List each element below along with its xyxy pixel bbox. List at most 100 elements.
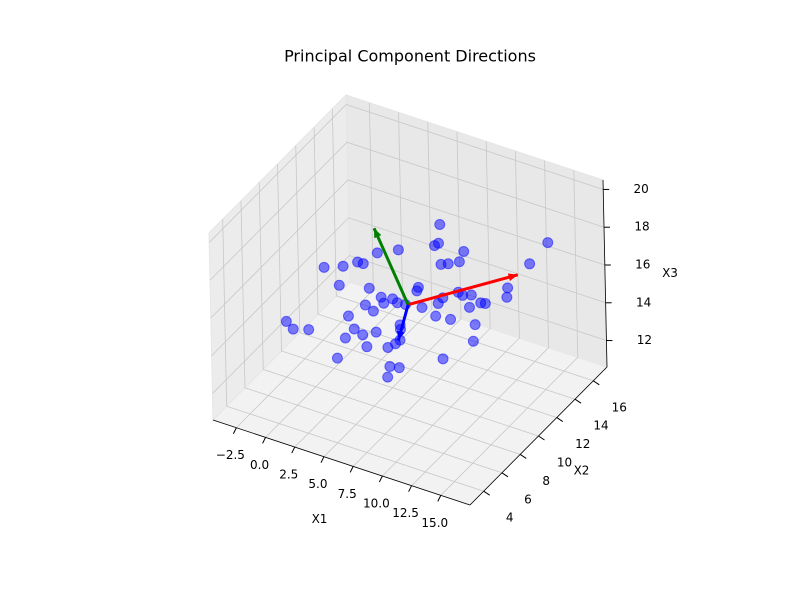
point — [542, 237, 554, 249]
point — [363, 282, 375, 294]
x-tick-label: 2.5 — [279, 468, 298, 482]
y-tick — [574, 398, 582, 404]
y-tick — [556, 417, 564, 423]
z-tick-label: 12 — [637, 333, 652, 347]
point — [337, 260, 349, 272]
x-tick-label: 15.0 — [421, 516, 448, 530]
point — [382, 341, 394, 353]
grid-line — [210, 179, 605, 319]
x-tick — [408, 485, 413, 492]
x-tick — [291, 446, 296, 454]
z-axis-label: X3 — [662, 266, 678, 280]
y-tick-label: 6 — [524, 492, 532, 506]
y-tick-label: 8 — [542, 474, 550, 488]
axis-line — [602, 179, 608, 368]
y-tick — [593, 380, 600, 386]
point — [442, 258, 454, 270]
point — [287, 323, 299, 335]
point — [370, 326, 382, 338]
point — [475, 297, 487, 309]
point — [412, 281, 424, 293]
grid-line — [294, 122, 433, 448]
z-tick-label: 14 — [636, 295, 651, 309]
point — [339, 332, 351, 344]
y-tick — [501, 472, 509, 478]
point — [318, 261, 330, 273]
grid-line — [382, 151, 520, 477]
x-tick — [232, 427, 237, 434]
grid-line — [313, 127, 576, 400]
point — [393, 362, 405, 374]
grid-line — [209, 141, 605, 281]
x-tick — [378, 475, 383, 483]
grid-line — [440, 170, 579, 496]
grid-line — [323, 131, 462, 457]
point — [367, 305, 379, 317]
point — [392, 244, 404, 256]
point — [430, 310, 442, 322]
y-tick-label: 10 — [557, 456, 572, 470]
grid-line — [277, 163, 539, 437]
point — [437, 353, 449, 365]
point — [375, 291, 387, 303]
axis-line — [469, 366, 608, 506]
y-tick — [519, 453, 527, 459]
point — [280, 315, 292, 327]
x-tick — [262, 437, 267, 444]
point — [453, 256, 465, 268]
grid-line — [211, 217, 606, 357]
y-axis-label: X2 — [574, 464, 590, 478]
point — [391, 297, 403, 309]
pc-vector — [372, 227, 410, 306]
point — [357, 329, 369, 341]
z-tick-label: 18 — [634, 220, 649, 234]
point — [331, 352, 343, 364]
point — [458, 245, 470, 257]
y-tick — [538, 435, 545, 441]
x-axis-label: X1 — [312, 512, 328, 526]
x-tick — [320, 456, 325, 463]
point — [501, 291, 513, 303]
point — [371, 247, 383, 259]
point — [463, 301, 475, 313]
point — [502, 282, 514, 294]
y-tick-label: 16 — [612, 400, 627, 414]
point — [428, 240, 440, 252]
point — [524, 258, 536, 270]
point — [382, 371, 394, 383]
point — [342, 310, 354, 322]
x-tick — [349, 466, 354, 473]
point — [469, 319, 481, 331]
point — [359, 299, 371, 311]
pc-arrowhead — [507, 273, 518, 281]
grid-line — [240, 200, 503, 474]
grid-line — [212, 255, 607, 394]
x-tick-label: 10.0 — [363, 497, 390, 511]
point — [416, 301, 428, 313]
grid-line — [265, 112, 403, 438]
point — [303, 324, 315, 336]
pc-arrowhead — [397, 330, 405, 341]
x-tick-label: 12.5 — [392, 506, 419, 520]
grid-line — [222, 219, 484, 492]
grid-line — [258, 182, 521, 455]
point — [333, 279, 345, 291]
y-tick — [483, 490, 490, 496]
pc-vector — [407, 273, 519, 307]
grid-line — [352, 141, 491, 467]
y-tick-label: 4 — [506, 511, 514, 525]
x-tick-label: 7.5 — [338, 487, 357, 501]
grid-line — [295, 145, 557, 418]
z-tick-label: 20 — [634, 182, 649, 196]
axis-line — [212, 419, 471, 506]
point — [348, 323, 360, 335]
pc-arrowhead — [374, 228, 382, 239]
point — [467, 335, 479, 347]
point — [357, 258, 369, 270]
x-tick-label: 5.0 — [308, 477, 327, 491]
grid-line — [208, 103, 604, 243]
point — [384, 361, 396, 373]
x-tick-label: 0.0 — [250, 458, 269, 472]
chart-title: Principal Component Directions — [284, 47, 536, 66]
